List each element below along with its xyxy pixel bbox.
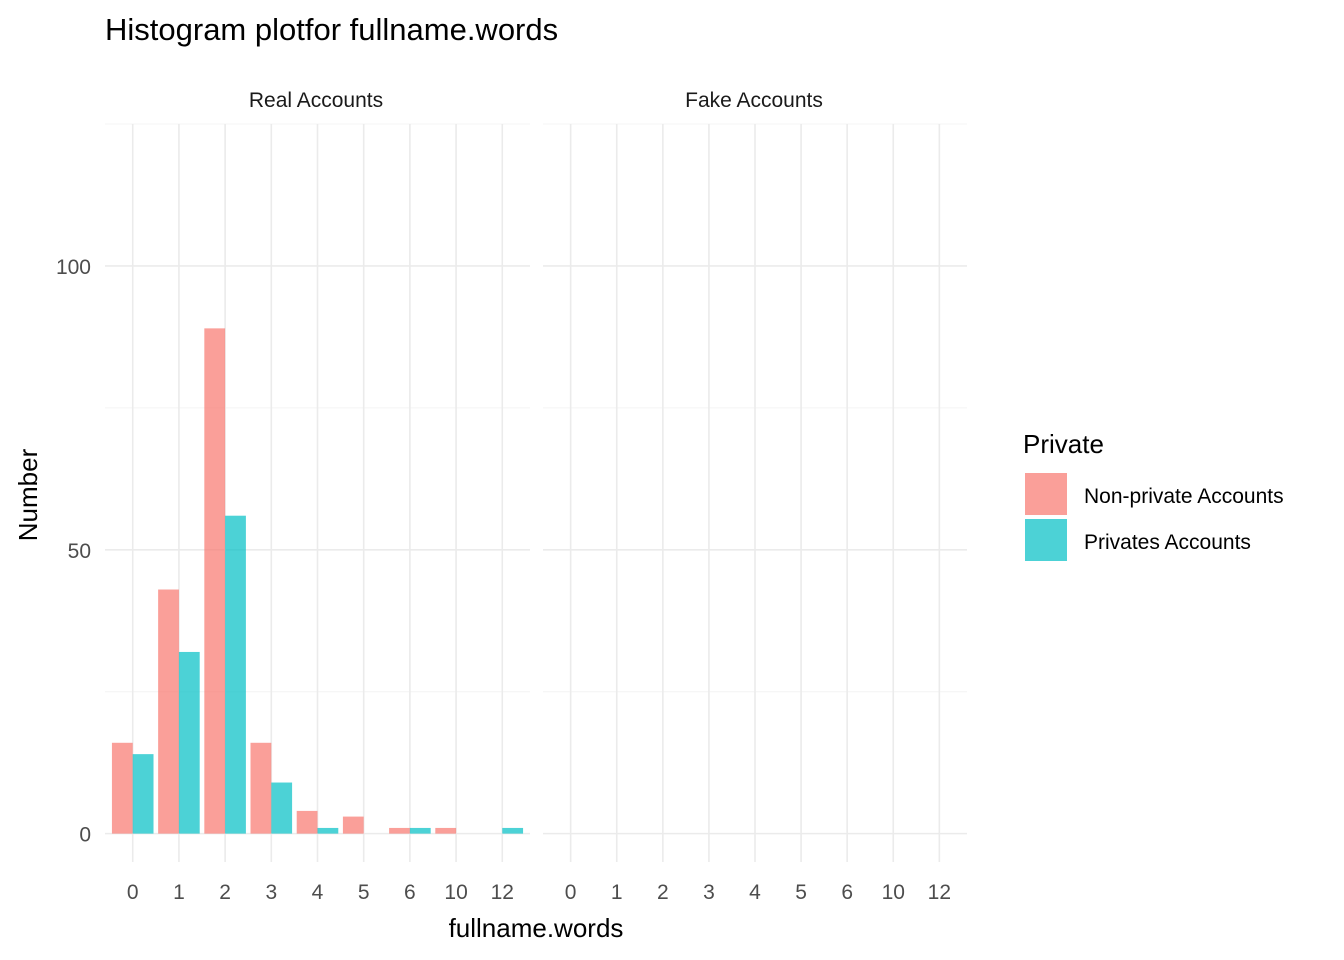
bar-private-1: [178, 651, 200, 834]
y-axis-title: Number: [13, 448, 43, 541]
legend-label-private: Privates Accounts: [1084, 531, 1251, 554]
bar-private-0: [132, 754, 154, 834]
bar-private-2: [225, 515, 246, 834]
x-tick-label: 12: [491, 881, 514, 904]
x-tick-label: 1: [611, 881, 623, 904]
bar-non-private-2: [204, 328, 226, 834]
facet-panel-fake: Fake Accounts 0 1 2 3 4 5 6 10 12: [543, 89, 967, 904]
bar-non-private-6: [389, 827, 410, 834]
x-tick-label: 5: [795, 881, 807, 904]
x-tick-label: 4: [749, 881, 761, 904]
grid: [105, 123, 530, 862]
grid: [543, 123, 967, 862]
y-tick-label: 50: [68, 540, 91, 563]
legend-label-non-private: Non-private Accounts: [1084, 485, 1284, 508]
legend: Private Non-private Accounts Privates Ac…: [1023, 429, 1284, 561]
bar-non-private-5: [342, 816, 364, 834]
legend-swatch-non-private: [1025, 473, 1067, 515]
x-tick-label: 2: [657, 881, 669, 904]
bar-private-3: [271, 782, 293, 834]
x-tick-label: 0: [127, 881, 139, 904]
bar-private-6: [409, 827, 431, 834]
y-tick-label: 0: [79, 824, 91, 847]
x-tick-label: 0: [565, 881, 577, 904]
x-tick-label: 5: [358, 881, 370, 904]
x-tick-label: 3: [265, 881, 277, 904]
x-tick-label: 10: [444, 881, 467, 904]
x-tick-label: 6: [404, 881, 416, 904]
legend-swatch-private: [1025, 519, 1067, 561]
y-tick-label: 100: [56, 256, 91, 279]
bar-non-private-1: [158, 589, 179, 834]
bar-non-private-10: [435, 827, 457, 834]
chart-title: Histogram plotfor fullname.words: [105, 12, 558, 47]
facet-panel-real: Real Accounts 0 1 2 3 4 5 6 10 12: [105, 89, 530, 904]
bar-private-4: [317, 827, 339, 834]
x-tick-label: 1: [173, 881, 185, 904]
x-axis-title: fullname.words: [449, 913, 624, 943]
bar-non-private-4: [296, 810, 318, 834]
x-tick-label: 10: [882, 881, 905, 904]
x-tick-label: 3: [703, 881, 715, 904]
legend-title: Private: [1023, 429, 1104, 459]
facet-label-fake: Fake Accounts: [685, 89, 823, 112]
bar-non-private-0: [111, 742, 133, 834]
x-tick-label: 6: [841, 881, 853, 904]
facet-label-real: Real Accounts: [249, 89, 383, 112]
x-tick-label: 2: [219, 881, 231, 904]
bar-private-12: [502, 827, 524, 834]
bar-non-private-3: [250, 742, 272, 834]
x-tick-label: 12: [928, 881, 951, 904]
x-tick-label: 4: [312, 881, 324, 904]
